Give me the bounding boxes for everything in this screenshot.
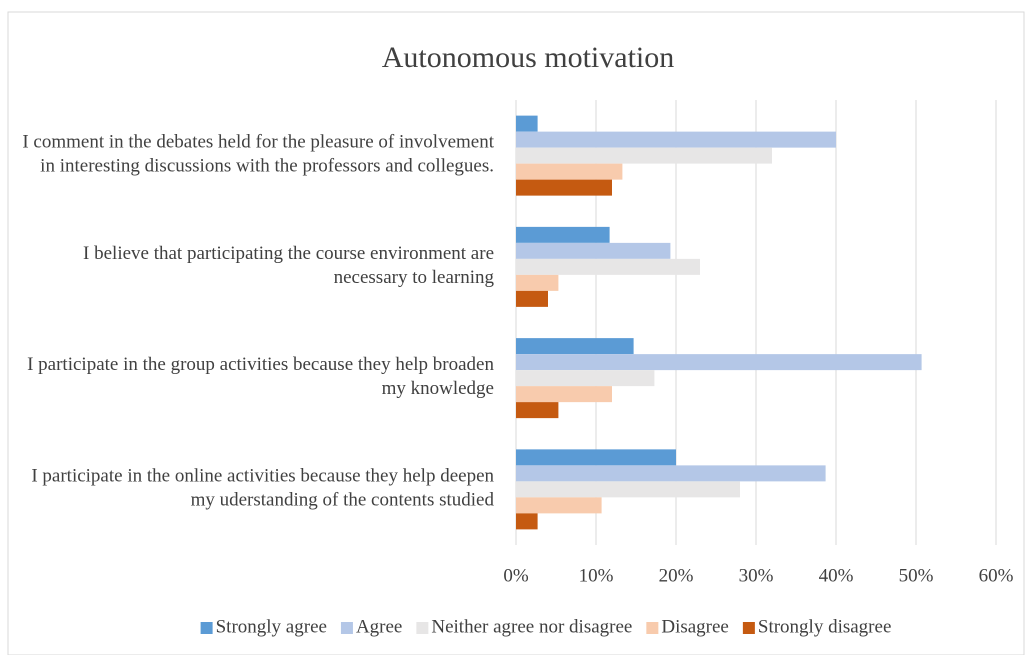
- bar: [516, 147, 772, 164]
- legend-swatch: [200, 622, 213, 634]
- legend-label: Strongly disagree: [758, 616, 892, 637]
- bar: [516, 370, 655, 387]
- bar: [516, 513, 538, 530]
- legend-label: Disagree: [661, 616, 729, 637]
- x-tick-label: 30%: [739, 565, 774, 586]
- bar: [516, 497, 602, 514]
- x-tick-label: 10%: [579, 565, 614, 586]
- legend-swatch: [416, 622, 429, 634]
- legend-label: Strongly agree: [216, 616, 327, 637]
- y-tick-label: I comment in the debates held for the pl…: [22, 132, 494, 177]
- bar: [516, 290, 548, 307]
- x-tick-label: 60%: [979, 565, 1014, 586]
- x-tick-label: 50%: [899, 565, 934, 586]
- legend-swatch: [646, 622, 659, 634]
- bar: [516, 338, 634, 355]
- y-tick-label: I believe that participating the course …: [83, 243, 494, 288]
- legend: Strongly agree Agree Neither agree nor dis…: [200, 616, 892, 637]
- legend-swatch: [742, 622, 755, 634]
- bar: [516, 163, 623, 180]
- legend-swatch: [340, 622, 353, 634]
- bar: [516, 465, 826, 482]
- bar: [516, 258, 700, 275]
- bar: [516, 131, 836, 148]
- bar: [516, 226, 610, 243]
- bar: [516, 354, 922, 371]
- y-tick-label: I participate in the online activities b…: [31, 466, 494, 511]
- bar: [516, 386, 612, 403]
- x-tick-label: 40%: [819, 565, 854, 586]
- chart-title: Autonomous motivation: [382, 41, 675, 74]
- y-tick-label: I participate in the group activities be…: [27, 354, 494, 399]
- bar: [516, 449, 676, 466]
- bar: [516, 179, 612, 196]
- bar: [516, 402, 559, 419]
- bar: [516, 242, 671, 259]
- x-tick-label: 20%: [659, 565, 694, 586]
- bar: [516, 274, 559, 291]
- x-tick-label: 0%: [503, 565, 529, 586]
- legend-label: Neither agree nor disagree: [431, 616, 632, 637]
- legend-label: Agree: [356, 616, 402, 637]
- bar: [516, 115, 538, 132]
- bar: [516, 481, 740, 498]
